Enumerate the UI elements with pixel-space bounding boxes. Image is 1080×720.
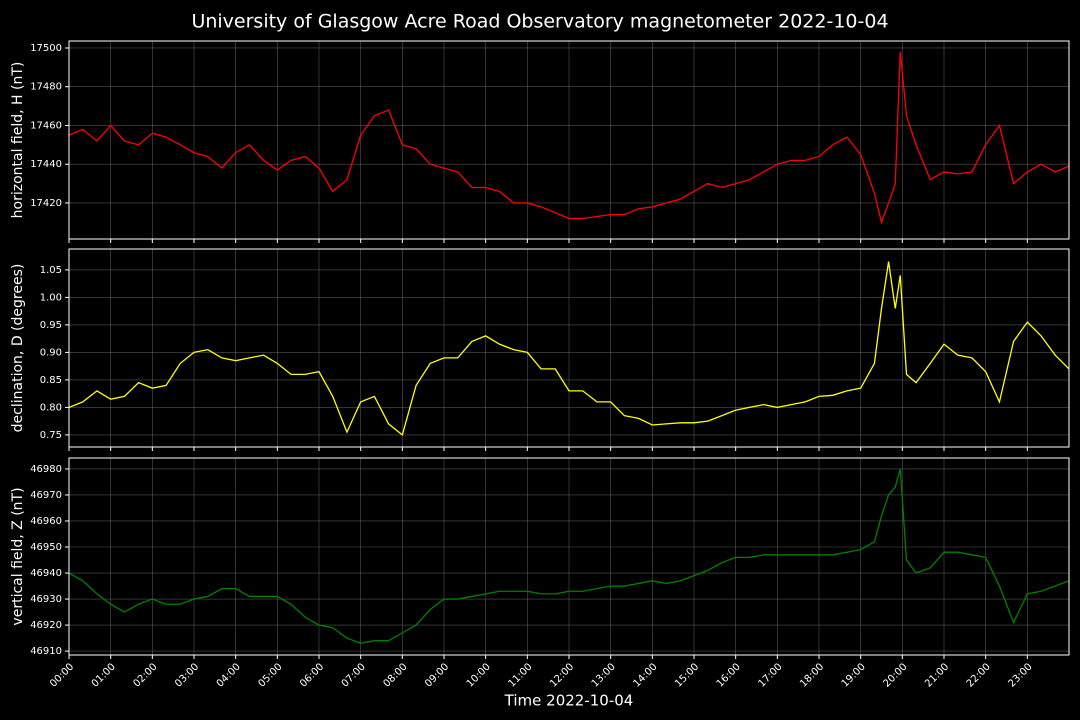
x-tick-label: 04:00 xyxy=(215,661,243,689)
chart-title: University of Glasgow Acre Road Observat… xyxy=(191,11,888,33)
y-tick-label: 46950 xyxy=(30,542,62,553)
y-tick-label: 46930 xyxy=(30,594,62,605)
x-axis-label: Time 2022-10-04 xyxy=(504,692,634,710)
y-tick-label: 17460 xyxy=(30,120,62,131)
x-tick-label: 15:00 xyxy=(673,661,701,689)
plot-area xyxy=(69,51,1069,225)
y-tick-label: 0.75 xyxy=(40,430,62,441)
x-tick-label: 09:00 xyxy=(423,661,451,689)
y-tick-label: 46940 xyxy=(30,568,62,579)
x-tick-label: 22:00 xyxy=(965,661,993,689)
y-tick-label: 0.85 xyxy=(40,375,62,386)
y-tick-label: 0.90 xyxy=(40,347,62,358)
x-tick-label: 05:00 xyxy=(256,661,284,689)
x-tick-label: 06:00 xyxy=(298,661,326,689)
axes-frame xyxy=(68,248,1070,448)
x-tick-label: 10:00 xyxy=(465,661,493,689)
y-axis-label: declination, D (degrees) xyxy=(10,264,26,433)
data-line xyxy=(69,468,1069,644)
y-axis-label: vertical field, Z (nT) xyxy=(10,487,26,625)
y-tick-label: 1.00 xyxy=(40,292,62,303)
y-tick-label: 1.05 xyxy=(40,265,62,276)
plot-area xyxy=(69,468,1069,644)
data-line xyxy=(69,51,1069,225)
y-tick-label: 17500 xyxy=(30,43,62,54)
x-tick-label: 14:00 xyxy=(631,661,659,689)
y-tick-label: 46980 xyxy=(30,464,62,475)
x-tick-label: 16:00 xyxy=(715,661,743,689)
y-tick-label: 46960 xyxy=(30,516,62,527)
y-tick-label: 46920 xyxy=(30,620,62,631)
x-tick-label: 02:00 xyxy=(131,661,159,689)
x-tick-label: 12:00 xyxy=(548,661,576,689)
x-tick-label: 18:00 xyxy=(798,661,826,689)
axes-frame xyxy=(68,457,1070,656)
y-tick-label: 46970 xyxy=(30,490,62,501)
y-tick-label: 0.95 xyxy=(40,320,62,331)
y-tick-label: 0.80 xyxy=(40,402,62,413)
x-tick-label: 08:00 xyxy=(381,661,409,689)
x-tick-label: 01:00 xyxy=(90,661,118,689)
x-tick-label: 03:00 xyxy=(173,661,201,689)
x-tick-label: 11:00 xyxy=(506,661,534,689)
y-axis-label: horizontal field, H (nT) xyxy=(10,62,26,219)
plot-area xyxy=(69,261,1069,437)
axes-frame xyxy=(68,40,1070,240)
x-tick-label: 00:00 xyxy=(48,661,76,689)
y-tick-label: 17480 xyxy=(30,82,62,93)
x-tick-label: 17:00 xyxy=(756,661,784,689)
x-tick-label: 19:00 xyxy=(840,661,868,689)
x-tick-label: 13:00 xyxy=(590,661,618,689)
y-tick-label: 17440 xyxy=(30,159,62,170)
y-tick-label: 46910 xyxy=(30,646,62,657)
x-tick-label: 23:00 xyxy=(1006,661,1034,689)
x-tick-label: 21:00 xyxy=(923,661,951,689)
x-tick-label: 07:00 xyxy=(340,661,368,689)
y-tick-label: 17420 xyxy=(30,198,62,209)
x-tick-label: 20:00 xyxy=(881,661,909,689)
data-line xyxy=(69,261,1069,437)
